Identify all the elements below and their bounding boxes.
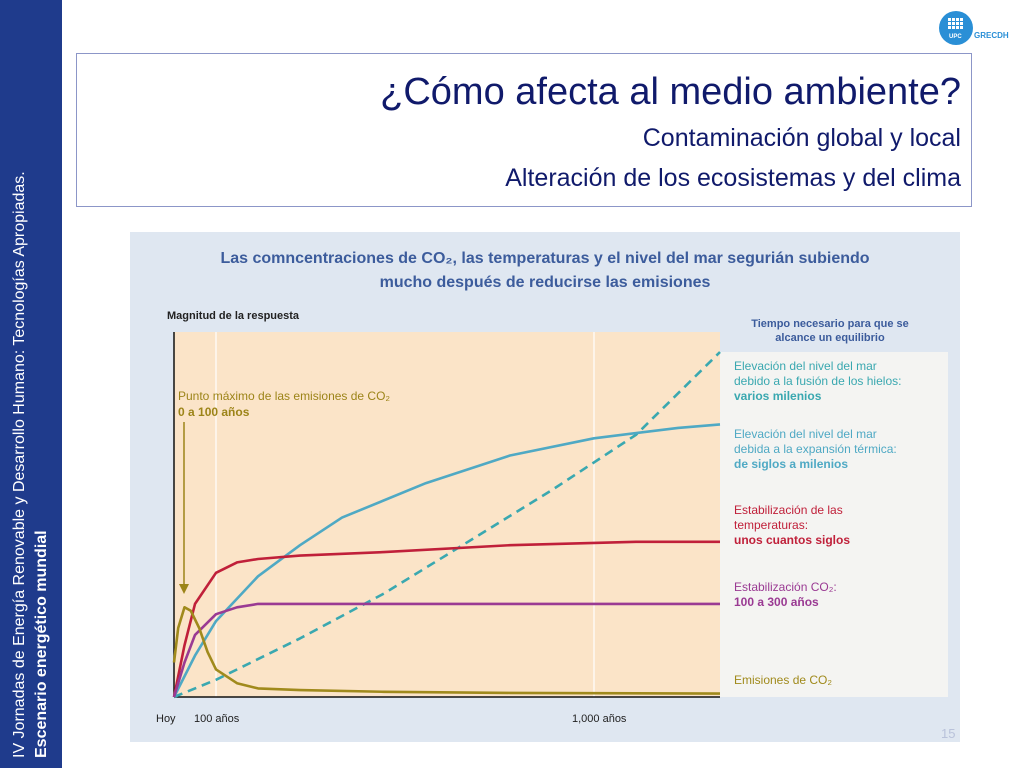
x-tick-1: 100 años (194, 713, 240, 725)
equilibrium-header-line-1: Tiempo necesario para que se (751, 318, 909, 330)
legend-co2_emissions-line-0: Emisiones de CO₂ (734, 673, 832, 687)
logo-mark: UPC (949, 34, 962, 40)
slide-subtitle-1: Contaminación global y local (643, 124, 961, 153)
legend-co2_stabilization-duration: 100 a 300 años (734, 595, 819, 609)
y-axis-label: Magnitud de la respuesta (167, 310, 300, 322)
plot-area (174, 332, 720, 697)
equilibrium-header-line-2: alcance un equilibrio (775, 332, 885, 344)
slide-subtitle-2: Alteración de los ecosistemas y del clim… (505, 164, 961, 193)
legend-sea_level_thermal-line-0: Elevación del nivel del mar (734, 427, 877, 441)
section-name: Escenario energético mundial (31, 8, 53, 758)
upc-grecdh-logo: UPC GRECDH (938, 10, 1020, 50)
legend-sea_level_melting-line-1: debido a la fusión de los hielos: (734, 374, 901, 388)
legend-co2_stabilization-line-0: Estabilización CO₂: (734, 580, 837, 594)
chart-title-line-2: mucho después de reducirse las emisiones (380, 274, 711, 291)
slide-title: ¿Cómo afecta al medio ambiente? (380, 71, 961, 114)
x-tick-2: 1,000 años (572, 713, 627, 725)
legend-sea_level_melting-line-0: Elevación del nivel del mar (734, 359, 877, 373)
legend-sea_level_thermal-line-1: debida a la expansión térmica: (734, 442, 897, 456)
title-box: ¿Cómo afecta al medio ambiente? Contamin… (76, 53, 972, 207)
legend-sea_level_melting-duration: varios milenios (734, 389, 822, 403)
legend-temperature-line-1: temperaturas: (734, 518, 808, 532)
x-tick-0: Hoy (156, 713, 176, 725)
conference-name: IV Jornadas de Energía Renovable y Desar… (9, 8, 31, 758)
legend-temperature-duration: unos cuantos siglos (734, 533, 850, 547)
legend-temperature-line-0: Estabilización de las (734, 503, 843, 517)
page-number: 15 (941, 726, 955, 741)
logo-text: GRECDH (974, 31, 1009, 40)
climate-response-chart: Las comncentraciones de CO₂, las tempera… (130, 232, 960, 742)
annotation-peak-emissions: Punto máximo de las emisiones de CO₂ (178, 389, 390, 403)
annotation-peak-range: 0 a 100 años (178, 405, 250, 419)
sidebar-text: IV Jornadas de Energía Renovable y Desar… (9, 8, 53, 758)
sidebar: IV Jornadas de Energía Renovable y Desar… (0, 0, 62, 768)
chart-title-line-1: Las comncentraciones de CO₂, las tempera… (220, 250, 869, 267)
legend-sea_level_thermal-duration: de siglos a milenios (734, 457, 848, 471)
